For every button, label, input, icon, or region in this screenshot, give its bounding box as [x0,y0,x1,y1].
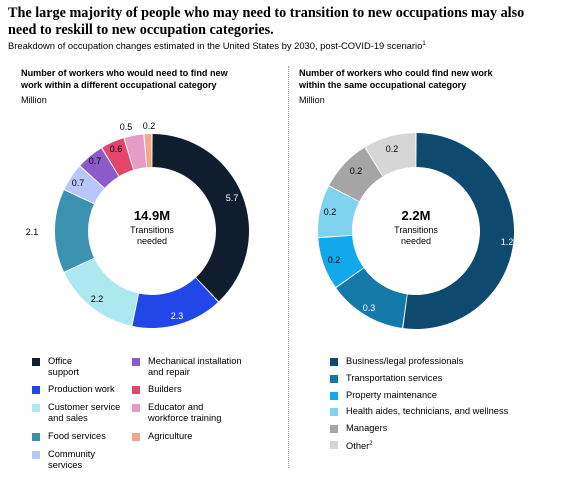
data-label-agriculture: 0.2 [143,121,156,131]
center-total: 14.9M [134,208,170,223]
legend-label: Customer service and sales [48,402,121,423]
legend-label: Mechanical installation and repair [148,356,242,377]
legend-label: Managers [346,423,388,433]
center-total: 2.2M [402,208,431,223]
page-title: The large majority of people who may nee… [8,5,525,38]
legend-swatch [32,451,40,459]
right-chart-unit: Million [299,95,325,105]
legend-swatch [132,404,140,412]
legend-item-business-legal-professionals: Business/legal professionals [330,356,463,367]
data-label-mechanical-installation-and-repair: 0.7 [89,156,102,166]
legend-label: Business/legal professionals [346,356,464,366]
legend-swatch [330,441,338,449]
legend-swatch [330,375,338,383]
legend-item-customer-service-and-sales: Customer service and sales [32,402,120,424]
slice-customer-service-and-sales [64,258,139,326]
data-label-educator-and-workforce-training: 0.5 [120,122,133,132]
panel-divider [288,66,289,468]
legend-item-food-services: Food services [32,431,106,442]
data-label-builders: 0.6 [110,144,123,154]
slice-health-aides-technicians-and-wellness [318,186,359,238]
data-label-health-aides-technicians-and-wellness: 0.2 [324,207,337,217]
legend-item-agriculture: Agriculture [132,431,192,442]
legend-item-health-aides-technicians-and-wellness: Health aides, technicians, and wellness [330,406,508,417]
legend-label: Production work [48,384,115,394]
slice-production-work [132,277,218,328]
legend-swatch [132,358,140,366]
legend-label: Other2 [346,441,373,452]
legend-label: Property maintenance [346,390,437,400]
legend-swatch [32,386,40,394]
slice-business-legal-professionals [403,133,515,330]
data-label-production-work: 2.3 [171,311,184,321]
slice-educator-and-workforce-training [124,134,147,170]
data-label-business-legal-professionals: 1.2 [501,237,514,247]
data-label-office-support: 5.7 [226,193,239,203]
legend-item-community-services: Community services [32,449,95,471]
legend-swatch [32,404,40,412]
center-label-line-2: needed [137,236,167,246]
legend-label: Community services [48,449,96,470]
data-label-other: 0.2 [386,144,399,154]
slice-community-services [64,166,105,204]
left-chart-unit: Million [21,95,47,105]
legend-item-educator-and-workforce-training: Educator and workforce training [132,402,221,424]
legend-item-other: Other2 [330,439,373,452]
data-label-customer-service-and-sales: 2.2 [91,294,104,304]
legend-item-property-maintenance: Property maintenance [330,390,437,401]
legend-label: Agriculture [148,431,193,441]
legend-swatch [330,425,338,433]
center-label-line-1: Transitions [130,225,174,235]
legend-swatch [330,392,338,400]
legend-swatch [32,433,40,441]
legend-swatch [330,408,338,416]
slice-office-support [152,134,249,302]
data-label-property-maintenance: 0.2 [328,255,341,265]
legend-label: Food services [48,431,106,441]
slice-managers [329,147,383,202]
subtitle-footnote: 1 [422,40,426,47]
legend-item-builders: Builders [132,384,182,395]
slice-other [365,133,416,177]
legend-item-office-support: Office support [32,356,79,378]
data-label-transportation-services: 0.3 [363,303,376,313]
legend-label: Health aides, technicians, and wellness [346,406,509,416]
legend-label: Transportation services [346,373,443,383]
data-label-community-services: 0.7 [72,178,85,188]
left-chart-title: Number of workers who would need to find… [21,68,228,90]
legend-footnote: 2 [369,441,373,447]
center-label-line-1: Transitions [394,225,438,235]
legend-label: Educator and workforce training [148,402,222,423]
legend-item-production-work: Production work [32,384,115,395]
slice-property-maintenance [318,235,364,288]
legend-item-mechanical-installation-and-repair: Mechanical installation and repair [132,356,242,378]
legend-item-transportation-services: Transportation services [330,373,442,384]
right-chart-title: Number of workers who could find new wor… [299,68,493,90]
legend-swatch [330,358,338,366]
slice-builders [102,138,134,177]
legend-swatch [132,386,140,394]
legend-label: Office support [48,356,80,377]
slice-mechanical-installation-and-repair [80,148,119,188]
page-subtitle: Breakdown of occupation changes estimate… [8,40,426,51]
legend-swatch [132,433,140,441]
legend-item-managers: Managers [330,423,387,434]
data-label-food-services: 2.1 [26,227,39,237]
data-label-managers: 0.2 [350,166,363,176]
legend-swatch [32,358,40,366]
slice-food-services [54,190,94,272]
slice-agriculture [144,134,152,168]
subtitle-text: Breakdown of occupation changes estimate… [8,40,423,51]
slice-transportation-services [336,268,407,329]
center-label-line-2: needed [401,236,431,246]
legend-label: Builders [148,384,182,394]
